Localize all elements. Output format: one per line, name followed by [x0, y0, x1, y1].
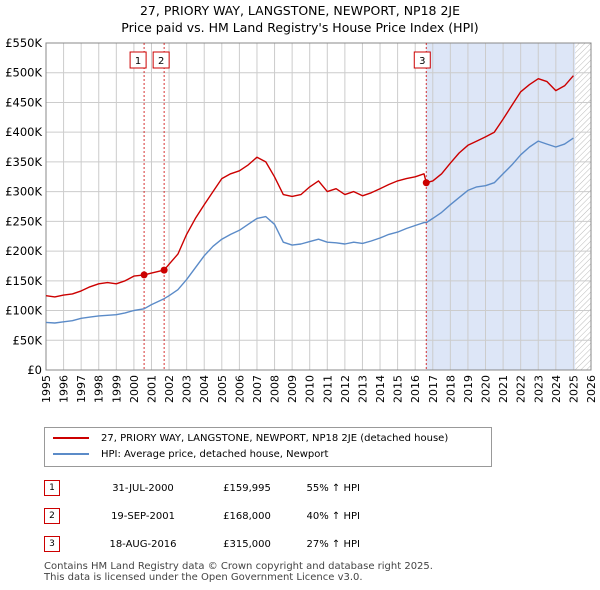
- property-series-line: [45, 75, 574, 298]
- x-tick-label: 2020: [480, 375, 493, 403]
- y-tick-label: £200K: [5, 244, 42, 258]
- sale-number-box: [152, 51, 170, 69]
- sale-price: £168,000: [223, 510, 271, 522]
- x-tick-label: 2012: [339, 375, 352, 403]
- sale-hpi-change: 27% ↑ HPI: [306, 538, 360, 550]
- y-tick-label: £500K: [5, 66, 42, 80]
- x-tick-label: 2002: [163, 375, 176, 403]
- sale-point: [140, 271, 148, 279]
- y-tick-label: £550K: [5, 36, 42, 50]
- hpi-series-line: [45, 137, 574, 324]
- legend: 27, PRIORY WAY, LANGSTONE, NEWPORT, NP18…: [44, 427, 492, 467]
- sale-number-label: 1: [135, 56, 141, 67]
- x-tick-label: 2016: [409, 375, 422, 403]
- x-tick-label: 2005: [216, 375, 229, 403]
- x-tick-label: 2019: [462, 375, 475, 403]
- x-tick-label: 2023: [532, 375, 545, 403]
- y-tick-label: £350K: [5, 155, 42, 169]
- sale-date: 18-AUG-2016: [109, 538, 177, 550]
- sale-number-box: [129, 51, 147, 69]
- legend-item-hpi: HPI: Average price, detached house, Newp…: [53, 447, 328, 463]
- sale-price: £159,995: [223, 482, 271, 494]
- x-tick-label: 2018: [444, 375, 457, 403]
- x-tick-label: 2010: [304, 375, 317, 403]
- sale-number-badge: 2: [44, 508, 60, 524]
- y-tick-label: £250K: [5, 214, 42, 228]
- x-tick-label: 2026: [585, 375, 598, 403]
- x-tick-label: 2000: [128, 375, 141, 403]
- sales-table: 1 31-JUL-2000 £159,995 55% ↑ HPI 2 19-SE…: [40, 474, 360, 558]
- x-tick-label: 2015: [392, 375, 405, 403]
- sale-hpi-change: 55% ↑ HPI: [306, 482, 360, 494]
- x-tick-label: 2021: [497, 375, 510, 403]
- sale-number-box: [413, 51, 431, 69]
- sale-number-badge: 1: [44, 480, 60, 496]
- title-line-1: 27, PRIORY WAY, LANGSTONE, NEWPORT, NP18…: [139, 3, 461, 18]
- x-tick-label: 1997: [75, 375, 88, 403]
- footer: Contains HM Land Registry data © Crown c…: [44, 561, 433, 583]
- y-tick-label: £450K: [5, 95, 42, 109]
- x-tick-label: 2009: [286, 375, 299, 403]
- price-chart: £0 £50K £100K £150K £200K £250K £300K £350K £400…: [5, 36, 598, 403]
- plot-frame: [45, 42, 592, 371]
- x-tick-label: 2025: [567, 375, 580, 403]
- sale-number-label: 3: [419, 56, 425, 67]
- x-tick-label: 1998: [93, 375, 106, 403]
- y-tick-label: £0: [27, 363, 42, 377]
- x-tick-label: 2022: [515, 375, 528, 403]
- table-row: 3 18-AUG-2016 £315,000 27% ↑ HPI: [40, 530, 360, 558]
- sale-price: £315,000: [223, 538, 271, 550]
- y-tick-label: £150K: [5, 274, 42, 288]
- y-tick-label: £300K: [5, 185, 42, 199]
- footer-line-2: This data is licensed under the Open Gov…: [44, 572, 363, 583]
- title-line-2: Price paid vs. HM Land Registry's House …: [121, 20, 479, 35]
- footer-line-1: Contains HM Land Registry data © Crown c…: [44, 561, 433, 572]
- x-tick-label: 2006: [233, 375, 246, 403]
- sale-hpi-change: 40% ↑ HPI: [306, 510, 360, 522]
- x-tick-label: 2014: [374, 375, 387, 403]
- sale-number-badge: 3: [44, 536, 60, 552]
- x-tick-label: 2017: [427, 375, 440, 403]
- x-tick-label: 2008: [269, 375, 282, 403]
- x-tick-label: 2007: [251, 375, 264, 403]
- table-row: 1 31-JUL-2000 £159,995 55% ↑ HPI: [40, 474, 360, 502]
- x-tick-label: 1999: [110, 375, 123, 403]
- legend-swatch-property: [53, 437, 89, 439]
- sale-point: [422, 179, 430, 187]
- x-tick-label: 2013: [356, 375, 369, 403]
- x-tick-label: 2003: [181, 375, 194, 403]
- legend-label-hpi: HPI: Average price, detached house, Newp…: [101, 449, 329, 460]
- sale-point: [160, 266, 168, 274]
- legend-label-property: 27, PRIORY WAY, LANGSTONE, NEWPORT, NP18…: [101, 433, 449, 444]
- sale-date: 31-JUL-2000: [112, 482, 174, 494]
- x-tick-label: 2001: [145, 375, 158, 403]
- x-tick-label: 1995: [40, 375, 53, 403]
- y-tick-label: £100K: [5, 304, 42, 318]
- shaded-region: [426, 43, 576, 370]
- forecast-hatch: [575, 43, 591, 370]
- x-tick-label: 2004: [198, 375, 211, 403]
- x-tick-label: 2011: [321, 375, 334, 403]
- sale-number-label: 2: [158, 56, 164, 67]
- legend-swatch-hpi: [53, 453, 89, 455]
- sale-date: 19-SEP-2001: [111, 510, 175, 522]
- legend-item-property: 27, PRIORY WAY, LANGSTONE, NEWPORT, NP18…: [53, 431, 448, 447]
- x-tick-label: 2024: [550, 375, 563, 403]
- x-tick-label: 1996: [58, 375, 71, 403]
- y-tick-label: £50K: [13, 333, 43, 347]
- table-row: 2 19-SEP-2001 £168,000 40% ↑ HPI: [40, 502, 360, 530]
- chart-title: 27, PRIORY WAY, LANGSTONE, NEWPORT, NP18…: [0, 2, 600, 36]
- y-tick-label: £400K: [5, 125, 42, 139]
